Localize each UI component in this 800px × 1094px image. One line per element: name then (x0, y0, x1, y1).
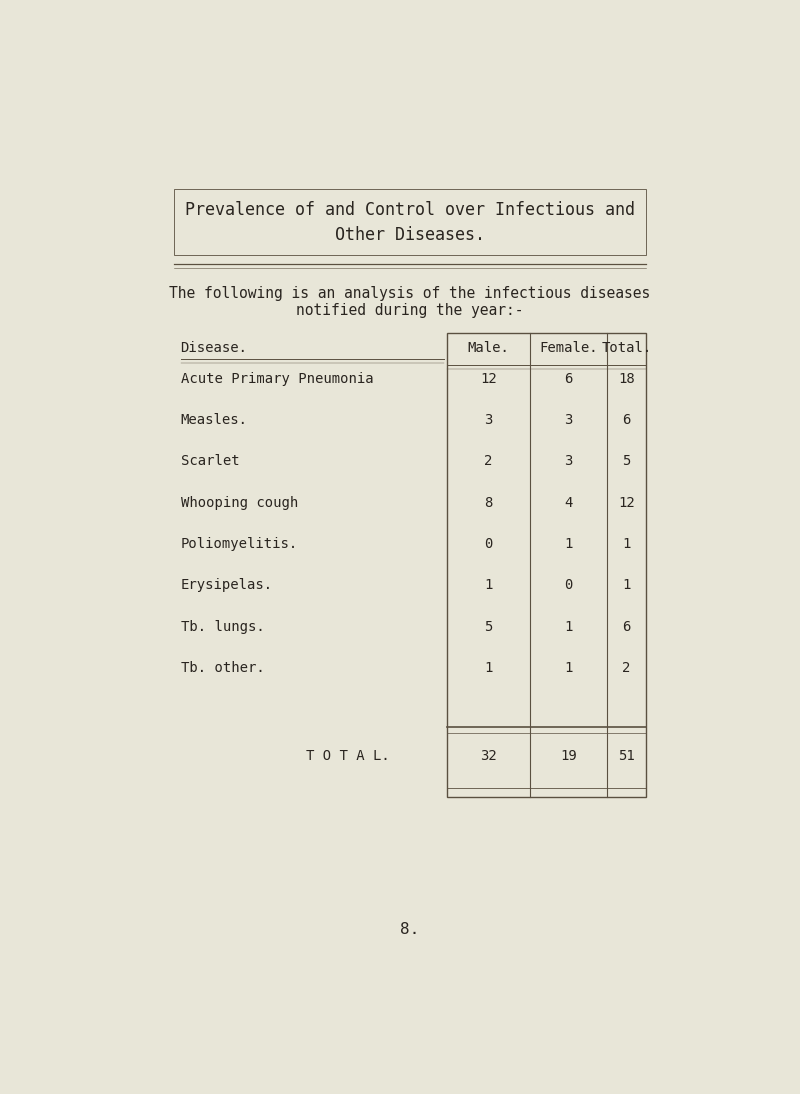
Text: 1: 1 (484, 579, 493, 592)
Text: 1: 1 (622, 579, 630, 592)
Text: 12: 12 (480, 372, 497, 386)
Text: 18: 18 (618, 372, 634, 386)
Text: 1: 1 (564, 619, 573, 633)
Text: Erysipelas.: Erysipelas. (181, 579, 273, 592)
Text: 32: 32 (480, 749, 497, 764)
Text: Tb. other.: Tb. other. (181, 661, 264, 675)
Text: 1: 1 (484, 661, 493, 675)
Text: Prevalence of and Control over Infectious and: Prevalence of and Control over Infectiou… (185, 201, 635, 220)
Text: 8.: 8. (400, 922, 420, 938)
Text: 19: 19 (560, 749, 577, 764)
Text: 3: 3 (484, 414, 493, 428)
Text: T O T A L.: T O T A L. (306, 749, 390, 764)
Text: Total.: Total. (602, 340, 651, 354)
Text: Scarlet: Scarlet (181, 454, 239, 468)
Text: 1: 1 (622, 537, 630, 551)
Text: The following is an analysis of the infectious diseases: The following is an analysis of the infe… (170, 286, 650, 301)
Text: 3: 3 (564, 454, 573, 468)
Text: Measles.: Measles. (181, 414, 248, 428)
Text: 1: 1 (564, 661, 573, 675)
Text: Disease.: Disease. (181, 340, 248, 354)
Text: 0: 0 (564, 579, 573, 592)
Text: Poliomyelitis.: Poliomyelitis. (181, 537, 298, 551)
Text: 0: 0 (484, 537, 493, 551)
Text: 6: 6 (564, 372, 573, 386)
Text: Tb. lungs.: Tb. lungs. (181, 619, 264, 633)
Text: 6: 6 (622, 414, 630, 428)
Text: 3: 3 (564, 414, 573, 428)
Text: 1: 1 (564, 537, 573, 551)
Text: 5: 5 (622, 454, 630, 468)
Text: 2: 2 (622, 661, 630, 675)
Text: Male.: Male. (467, 340, 510, 354)
Text: 8: 8 (484, 496, 493, 510)
Text: Acute Primary Pneumonia: Acute Primary Pneumonia (181, 372, 374, 386)
Text: Whooping cough: Whooping cough (181, 496, 298, 510)
Text: 2: 2 (484, 454, 493, 468)
Text: 6: 6 (622, 619, 630, 633)
Text: Female.: Female. (539, 340, 598, 354)
Text: 51: 51 (618, 749, 634, 764)
Text: notified during the year:-: notified during the year:- (296, 303, 524, 318)
Text: 12: 12 (618, 496, 634, 510)
Text: Other Diseases.: Other Diseases. (335, 225, 485, 244)
Text: 5: 5 (484, 619, 493, 633)
Text: 4: 4 (564, 496, 573, 510)
